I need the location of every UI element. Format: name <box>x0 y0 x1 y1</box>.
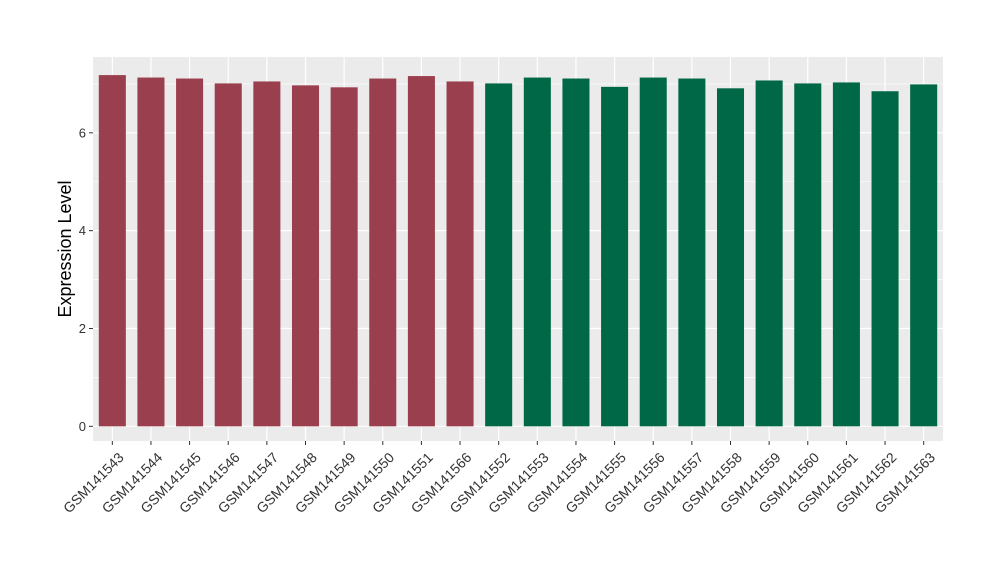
bar-GSM141547 <box>253 81 281 427</box>
bar-GSM141545 <box>176 78 204 427</box>
bar-GSM141563 <box>910 84 938 427</box>
y-axis: 0 2 4 6 <box>79 125 93 434</box>
bar-GSM141560 <box>794 83 822 427</box>
bar-GSM141551 <box>407 76 435 427</box>
bar-GSM141554 <box>562 78 590 427</box>
x-axis: GSM141543GSM141544GSM141545GSM141546GSM1… <box>60 441 938 516</box>
bar-GSM141553 <box>523 77 551 427</box>
bar-GSM141557 <box>678 78 706 427</box>
y-axis-title: Expression Level <box>55 180 75 317</box>
y-tick-label: 6 <box>79 125 86 140</box>
bar-GSM141550 <box>369 78 397 427</box>
bar-GSM141546 <box>214 83 242 427</box>
bar-GSM141559 <box>755 80 783 427</box>
bar-GSM141561 <box>832 82 860 427</box>
y-tick-label: 4 <box>79 223 86 238</box>
bar-GSM141544 <box>137 77 165 427</box>
bar-GSM141562 <box>871 91 899 427</box>
bar-GSM141555 <box>601 86 629 427</box>
bar-GSM141548 <box>291 85 320 427</box>
bar-GSM141556 <box>639 77 667 427</box>
bar-GSM141552 <box>485 83 513 427</box>
bars <box>98 75 938 427</box>
bar-GSM141549 <box>330 87 358 427</box>
bar-GSM141543 <box>98 75 126 427</box>
y-tick-label: 2 <box>79 321 86 336</box>
bar-GSM141558 <box>716 88 745 427</box>
bar-GSM141566 <box>446 81 474 427</box>
y-tick-label: 0 <box>79 419 86 434</box>
